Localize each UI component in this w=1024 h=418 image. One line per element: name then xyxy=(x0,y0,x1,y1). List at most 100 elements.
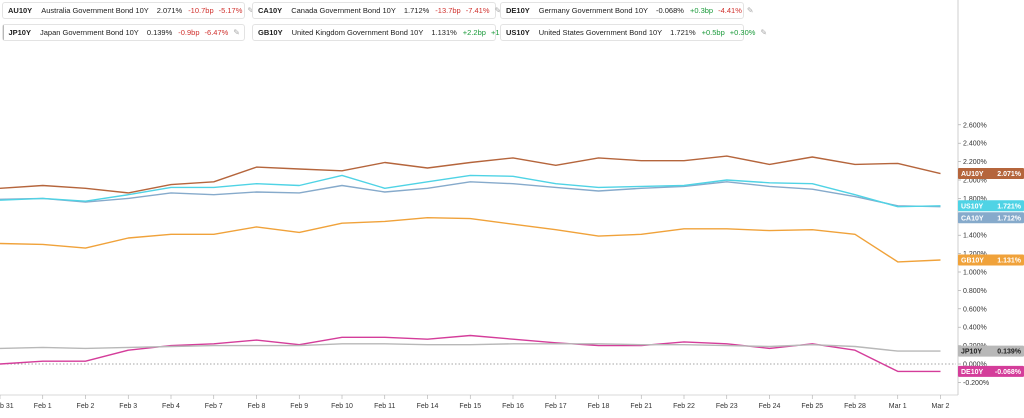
value-tag-box xyxy=(958,200,1024,212)
x-tick-label: Feb 3 xyxy=(119,403,137,410)
value-tag-value: 2.071% xyxy=(997,171,1022,178)
series-layer xyxy=(0,155,941,373)
value-tag-value: 0.139% xyxy=(997,349,1022,356)
legend-change-bp: +0.5bp xyxy=(701,28,725,37)
x-tick-label: Feb 18 xyxy=(588,403,610,410)
x-tick-label: Feb 21 xyxy=(630,403,652,410)
legend-item-gb10y[interactable]: GB10Y United Kingdom Government Bond 10Y 1… xyxy=(252,24,528,41)
pin-icon[interactable]: ✎ xyxy=(746,6,754,15)
legend-item-us10y[interactable]: US10Y United States Government Bond 10Y 1.… xyxy=(500,24,767,41)
legend-code: AU10Y xyxy=(8,6,33,15)
value-tag-gb10y: GB10Y 1.131% xyxy=(958,254,1024,266)
value-tag-box xyxy=(958,168,1024,180)
x-tick-label: Feb 23 xyxy=(716,403,738,410)
y-tick-label: 0.000% xyxy=(963,362,987,369)
x-tick-label: Feb 22 xyxy=(673,403,695,410)
y-tick-label: 1.800% xyxy=(963,196,987,203)
series-line-jp10y xyxy=(0,343,941,352)
legend-value: 2.071% xyxy=(156,6,183,15)
value-tag-us10y: US10Y 1.721% xyxy=(958,200,1024,212)
value-tag-code: GB10Y xyxy=(961,258,984,265)
y-tick-label: 2.400% xyxy=(963,141,987,148)
y-tick-label: 0.600% xyxy=(963,306,987,313)
legend-change-bp: +2.2bp xyxy=(462,28,486,37)
x-tick-label: Feb 15 xyxy=(459,403,481,410)
value-tag-code: US10Y xyxy=(961,203,984,210)
x-tick-label: Feb 8 xyxy=(248,403,266,410)
value-tag-de10y: DE10Y -0.068% xyxy=(958,365,1024,377)
pin-icon[interactable]: ✎ xyxy=(494,6,502,15)
legend-change-pct: -4.41% xyxy=(718,6,742,15)
legend-item-jp10y[interactable]: JP10Y Japan Government Bond 10Y 0.139% -0.9… xyxy=(2,24,245,41)
legend-change-bp: -10.7bp xyxy=(188,6,214,15)
legend-name: Japan Government Bond 10Y xyxy=(39,28,139,37)
value-tag-box xyxy=(958,345,1024,357)
legend-name: Canada Government Bond 10Y xyxy=(291,6,396,15)
legend-change-pct: -5.17% xyxy=(218,6,243,15)
value-tag-value: 1.131% xyxy=(997,258,1022,265)
y-tick-label: -0.200% xyxy=(963,380,989,387)
legend-value: 1.131% xyxy=(431,28,457,37)
pin-icon[interactable]: ✎ xyxy=(233,28,240,37)
pin-icon[interactable]: ✎ xyxy=(247,6,255,15)
legend-code: CA10Y xyxy=(258,6,283,15)
x-tick-label: Feb 4 xyxy=(162,403,180,410)
pin-icon[interactable]: ✎ xyxy=(760,28,768,37)
x-tick-label: Mar 2 xyxy=(932,403,950,410)
x-tick-label: Feb 14 xyxy=(417,403,439,410)
x-tick-label: b 31 xyxy=(0,403,14,410)
x-tick-label: Feb 16 xyxy=(502,403,524,410)
legend-item-ca10y[interactable]: CA10Y Canada Government Bond 10Y 1.712% -13… xyxy=(252,2,501,19)
legend-code: US10Y xyxy=(506,28,530,37)
series-line-de10y xyxy=(0,334,941,373)
y-tick-label: 0.400% xyxy=(963,325,987,332)
x-tick-label: Feb 1 xyxy=(34,403,52,410)
value-tag-value: 1.721% xyxy=(997,203,1022,210)
x-tick-label: Mar 1 xyxy=(889,403,907,410)
series-line-gb10y xyxy=(0,216,941,263)
legend-item-au10y[interactable]: AU10Y Australia Government Bond 10Y 2.071%… xyxy=(2,2,254,19)
y-tick-label: 0.800% xyxy=(963,288,987,295)
value-tag-ca10y: CA10Y 1.712% xyxy=(958,212,1024,224)
series-line-ca10y xyxy=(0,181,941,208)
x-tick-label: Feb 10 xyxy=(331,403,353,410)
tag-layer: AU10Y 2.071% US10Y 1.721% CA10Y 1.712% GB10Y 1.… xyxy=(958,168,1024,377)
legend-name: Germany Government Bond 10Y xyxy=(538,6,648,15)
value-tag-code: DE10Y xyxy=(961,369,984,376)
legend-code: DE10Y xyxy=(506,6,530,15)
legend-value: 0.139% xyxy=(146,28,173,37)
legend-change-pct: +0.30% xyxy=(729,28,756,37)
x-tick-label: Feb 28 xyxy=(844,403,866,410)
x-tick-label: Feb 11 xyxy=(374,403,395,410)
legend-name: United Kingdom Government Bond 10Y xyxy=(291,28,424,37)
x-tick-label: Feb 24 xyxy=(759,403,781,410)
value-tag-box xyxy=(958,254,1024,266)
legend-value: -0.068% xyxy=(656,6,684,15)
y-tick-label: 1.400% xyxy=(963,233,987,240)
value-tag-jp10y: JP10Y 0.139% xyxy=(958,345,1024,357)
series-line-au10y xyxy=(0,155,941,194)
legend-change-bp: -0.9bp xyxy=(178,28,200,37)
value-tag-box xyxy=(958,212,1024,224)
legend-change-bp: +0.3bp xyxy=(689,6,714,15)
legend-change-pct: -7.41% xyxy=(465,6,490,15)
legend-change-bp: -13.7bp xyxy=(435,6,461,15)
value-tag-code: CA10Y xyxy=(961,215,984,222)
value-tag-value: 1.712% xyxy=(997,215,1022,222)
legend-code: JP10Y xyxy=(8,28,31,37)
value-tag-code: AU10Y xyxy=(961,171,984,178)
legend-item-de10y[interactable]: DE10Y Germany Government Bond 10Y -0.068% +… xyxy=(500,2,754,19)
x-tick-label: Feb 2 xyxy=(77,403,95,410)
legend-value: 1.712% xyxy=(403,6,430,15)
legend-code: GB10Y xyxy=(258,28,283,37)
value-tag-box xyxy=(958,365,1024,377)
y-tick-label: 2.200% xyxy=(963,159,987,166)
value-tag-code: JP10Y xyxy=(961,349,982,356)
legend-name: Australia Government Bond 10Y xyxy=(41,6,149,15)
value-tag-au10y: AU10Y 2.071% xyxy=(958,168,1024,180)
series-line-us10y xyxy=(0,174,941,208)
axis-layer: -0.200%0.000%0.200%0.400%0.600%0.800%1.0… xyxy=(0,0,989,410)
x-tick-label: Feb 25 xyxy=(801,403,823,410)
x-tick-label: Feb 7 xyxy=(205,403,223,410)
